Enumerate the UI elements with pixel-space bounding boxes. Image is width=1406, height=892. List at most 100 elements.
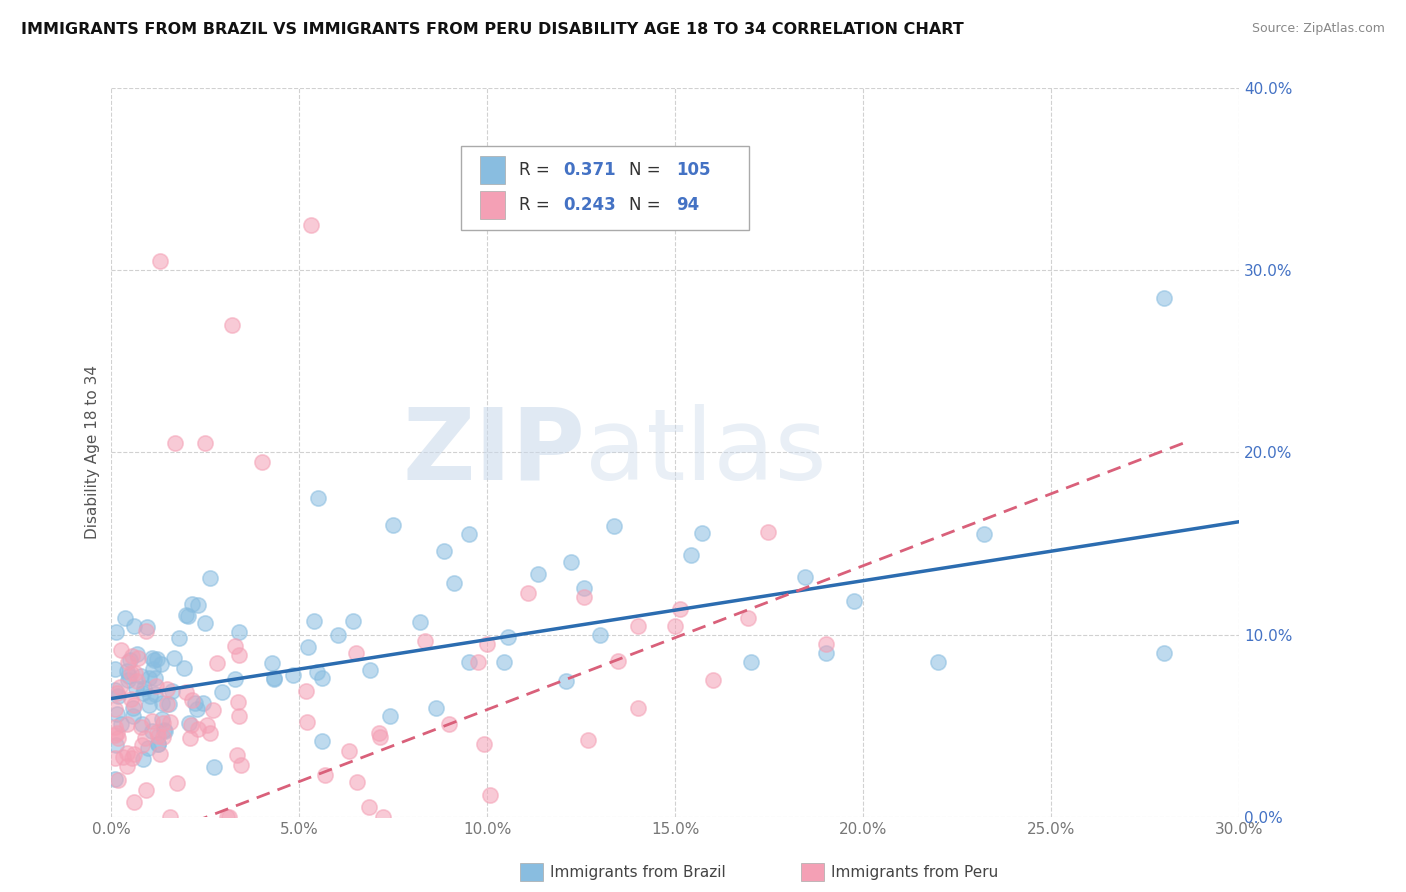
- Point: [281, 667, 304, 681]
- Point: [344, 646, 367, 660]
- Point: [526, 566, 548, 581]
- Point: [200, 571, 222, 585]
- Point: [138, 698, 160, 712]
- Point: [129, 669, 152, 683]
- Text: 0.371: 0.371: [564, 161, 616, 179]
- Point: [150, 712, 173, 726]
- Point: [260, 656, 283, 670]
- FancyBboxPatch shape: [481, 192, 505, 219]
- Point: [136, 620, 159, 634]
- Text: R =: R =: [519, 196, 554, 214]
- Point: [307, 491, 329, 505]
- Point: [143, 671, 166, 685]
- Point: [150, 696, 173, 710]
- Point: [125, 648, 148, 662]
- Point: [107, 773, 129, 788]
- Point: [132, 681, 155, 695]
- Point: [576, 732, 599, 747]
- Point: [191, 696, 214, 710]
- Point: [127, 650, 149, 665]
- Point: [141, 723, 163, 738]
- Point: [149, 254, 172, 268]
- Point: [107, 690, 129, 704]
- Point: [668, 602, 690, 616]
- Point: [297, 715, 319, 730]
- Point: [496, 630, 519, 644]
- Point: [148, 738, 170, 752]
- Point: [155, 723, 177, 738]
- Point: [150, 657, 173, 671]
- Point: [104, 682, 127, 697]
- Point: [307, 665, 329, 680]
- Point: [104, 662, 127, 676]
- Point: [224, 672, 246, 686]
- Point: [226, 695, 249, 709]
- Point: [148, 737, 170, 751]
- Point: [627, 618, 650, 632]
- Point: [115, 664, 138, 678]
- Point: [122, 698, 145, 713]
- Point: [342, 615, 364, 629]
- Point: [143, 687, 166, 701]
- Point: [121, 751, 143, 765]
- Point: [186, 702, 208, 716]
- Point: [104, 720, 127, 734]
- Point: [194, 436, 217, 450]
- Point: [215, 810, 238, 824]
- Point: [194, 615, 217, 630]
- Point: [146, 729, 169, 743]
- Point: [226, 747, 249, 762]
- Point: [1153, 291, 1175, 305]
- Point: [117, 673, 139, 688]
- Point: [263, 671, 285, 685]
- Point: [156, 681, 179, 696]
- Point: [132, 752, 155, 766]
- Point: [110, 642, 132, 657]
- Point: [221, 318, 243, 332]
- Point: [138, 671, 160, 685]
- Point: [160, 684, 183, 698]
- FancyBboxPatch shape: [481, 156, 505, 184]
- Point: [104, 751, 127, 765]
- Point: [104, 702, 127, 716]
- Point: [165, 436, 187, 450]
- Point: [117, 747, 139, 761]
- Point: [110, 680, 132, 694]
- Text: IMMIGRANTS FROM BRAZIL VS IMMIGRANTS FROM PERU DISABILITY AGE 18 TO 34 CORRELATI: IMMIGRANTS FROM BRAZIL VS IMMIGRANTS FRO…: [21, 22, 965, 37]
- Point: [228, 648, 250, 663]
- Point: [378, 709, 401, 723]
- Text: R =: R =: [519, 161, 554, 179]
- Point: [443, 576, 465, 591]
- Point: [457, 527, 479, 541]
- Point: [737, 611, 759, 625]
- Point: [181, 598, 204, 612]
- Point: [152, 715, 174, 730]
- Point: [121, 701, 143, 715]
- Point: [104, 772, 127, 786]
- Point: [439, 716, 461, 731]
- Point: [117, 655, 139, 669]
- Point: [492, 655, 515, 669]
- Point: [973, 526, 995, 541]
- Point: [149, 747, 172, 762]
- Point: [560, 555, 582, 569]
- Point: [299, 218, 322, 232]
- Point: [346, 775, 368, 789]
- Point: [152, 723, 174, 737]
- Point: [184, 696, 207, 710]
- Point: [202, 760, 225, 774]
- Point: [152, 730, 174, 744]
- Point: [122, 747, 145, 761]
- Point: [814, 646, 837, 660]
- Text: 94: 94: [676, 196, 700, 214]
- Point: [179, 718, 201, 732]
- Point: [162, 650, 184, 665]
- Point: [457, 655, 479, 669]
- Point: [297, 640, 319, 654]
- Point: [337, 744, 360, 758]
- Point: [125, 674, 148, 689]
- Point: [112, 750, 135, 764]
- Point: [311, 672, 333, 686]
- Point: [114, 611, 136, 625]
- Text: Immigrants from Peru: Immigrants from Peru: [831, 865, 998, 880]
